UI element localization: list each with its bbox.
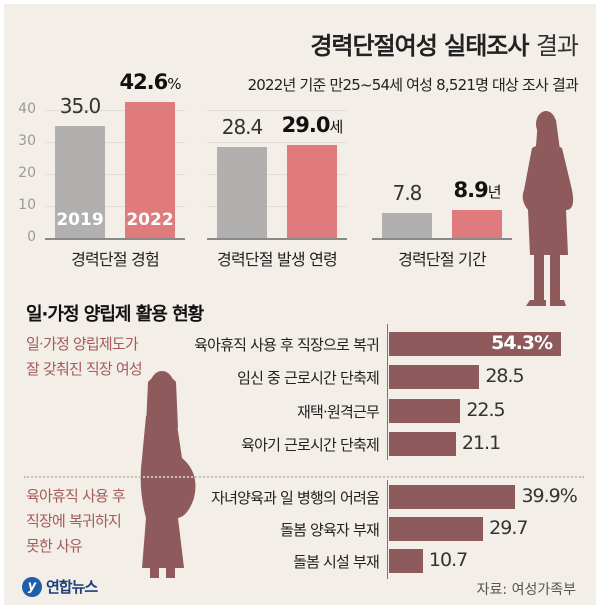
- data-label: 39.9%: [521, 485, 578, 507]
- data-label: 29.7: [489, 517, 528, 539]
- bar: [389, 399, 461, 423]
- group1-label-line: 일·가정 양립제도가: [26, 335, 139, 353]
- source-note: 자료: 여성가족부: [476, 582, 576, 598]
- bar: [389, 365, 480, 389]
- data-label: 28.5: [485, 365, 524, 387]
- logo-icon: y: [22, 576, 42, 597]
- bar-2019: [55, 126, 105, 238]
- data-label: 35.0: [35, 94, 125, 118]
- value: 10.7: [428, 549, 468, 571]
- category-label: 육아휴직 사용 후 직장으로 복귀: [194, 336, 380, 354]
- bar-2019: [217, 147, 267, 238]
- bar: [389, 517, 484, 541]
- legend-year-2019: 2019: [56, 210, 104, 230]
- value: 7.8: [392, 181, 423, 206]
- bar: [389, 549, 423, 573]
- y-tick-label: 0: [27, 229, 36, 245]
- category-label: 돌봄 양육자 부재: [280, 521, 380, 539]
- y-tick-label: 40: [18, 101, 36, 117]
- unit: 세: [329, 118, 344, 137]
- group2-label-line: 못한 사유: [26, 537, 83, 555]
- data-label: 42.6%: [105, 70, 195, 94]
- standing-woman-illustration: [522, 111, 574, 306]
- category-label: 육아기 근로시간 단축제: [241, 436, 380, 454]
- logo-text: 연합뉴스: [46, 578, 98, 596]
- bar-2019: [382, 213, 432, 238]
- bar-2022: [287, 145, 337, 238]
- data-label: 22.5: [466, 399, 505, 421]
- group1-label: 일·가정 양립제도가 잘 갖춰진 직장 여성: [26, 332, 143, 382]
- bar: [389, 332, 562, 356]
- gridline: [45, 110, 185, 111]
- group1-label-line: 잘 갖춰진 직장 여성: [26, 360, 143, 378]
- data-label: 10.7: [428, 549, 468, 571]
- section-title: 일·가정 양립제 활용 현황: [26, 304, 204, 325]
- y-tick-label: 20: [18, 165, 36, 181]
- x-axis-line: [207, 238, 347, 240]
- gridline: [207, 174, 347, 175]
- unit: 년: [487, 182, 502, 201]
- axis-line: [387, 480, 388, 579]
- value: 39.9: [521, 485, 560, 507]
- data-label: 8.9년: [432, 178, 522, 202]
- pregnant-woman-illustration: [140, 371, 196, 578]
- unit: %: [559, 485, 578, 507]
- career-break-chart: 0 10 20 30 40 35.0 2019 42.6% 2022 경력단절 경험 28.4 29.…: [4, 4, 596, 304]
- value: 28.4: [221, 115, 264, 140]
- data-label: 29.0세: [267, 113, 357, 137]
- value: 54.3: [491, 332, 535, 354]
- unit: %: [167, 74, 181, 93]
- y-tick-label: 30: [18, 133, 36, 149]
- axis-line: [387, 324, 388, 460]
- value: 22.5: [466, 399, 505, 421]
- gridline: [207, 142, 347, 143]
- gridline: [45, 174, 185, 175]
- infographic: 경력단절여성 실태조사 결과 2022년 기준 만25~54세 여성 8,521…: [4, 4, 596, 605]
- subtitle: 2022년 기준 만25~54세 여성 8,521명 대상 조사 결과: [247, 76, 579, 94]
- value: 29.7: [489, 517, 528, 539]
- bar-2022: [125, 101, 175, 238]
- unit: %: [534, 332, 553, 354]
- data-label: 21.1: [461, 432, 501, 454]
- gridline: [207, 206, 347, 207]
- value: 42.6: [119, 69, 168, 94]
- category-label: 임신 중 근로시간 단축제: [237, 369, 380, 387]
- title-light: 결과: [535, 32, 579, 60]
- legend-year-2022: 2022: [126, 210, 174, 230]
- yonhap-logo: y 연합뉴스: [22, 576, 98, 597]
- group2-label-line: 육아휴직 사용 후: [26, 487, 126, 505]
- data-label: 28.4: [197, 115, 287, 139]
- work-family-chart: 육아휴직 사용 후 직장으로 복귀 54.3% 임신 중 근로시간 단축제 28.5 재…: [4, 4, 596, 604]
- bar-2022: [452, 209, 502, 238]
- gridline: [45, 206, 185, 207]
- y-tick-label: 10: [18, 197, 36, 213]
- category-label: 경력단절 발생 연령: [217, 250, 338, 269]
- category-label: 경력단절 경험: [71, 250, 160, 269]
- value: 35.0: [59, 94, 102, 118]
- x-axis-line: [372, 238, 512, 240]
- title-bold: 경력단절여성 실태조사: [310, 32, 529, 60]
- gridline: [45, 142, 185, 143]
- value: 28.5: [485, 365, 524, 387]
- section-divider: [24, 476, 584, 478]
- value: 8.9: [453, 177, 488, 202]
- page-title: 경력단절여성 실태조사 결과: [310, 26, 579, 61]
- value: 29.0: [281, 113, 331, 138]
- category-label: 돌봄 시설 부재: [293, 553, 380, 571]
- category-label: 경력단절 기간: [398, 250, 487, 269]
- x-axis-line: [45, 238, 185, 240]
- group2-label: 육아휴직 사용 후 직장에 복귀하지 못한 사유: [26, 484, 126, 559]
- bar: [389, 485, 516, 509]
- data-label: 7.8: [362, 181, 452, 205]
- gridline: [207, 110, 347, 111]
- group2-label-line: 직장에 복귀하지: [26, 512, 122, 530]
- value: 21.1: [461, 432, 501, 454]
- category-label: 재택·원격근무: [297, 403, 380, 421]
- bar: [389, 432, 456, 456]
- data-label: 54.3%: [491, 332, 553, 354]
- category-label: 자녀양육과 일 병행의 어려움: [211, 489, 380, 507]
